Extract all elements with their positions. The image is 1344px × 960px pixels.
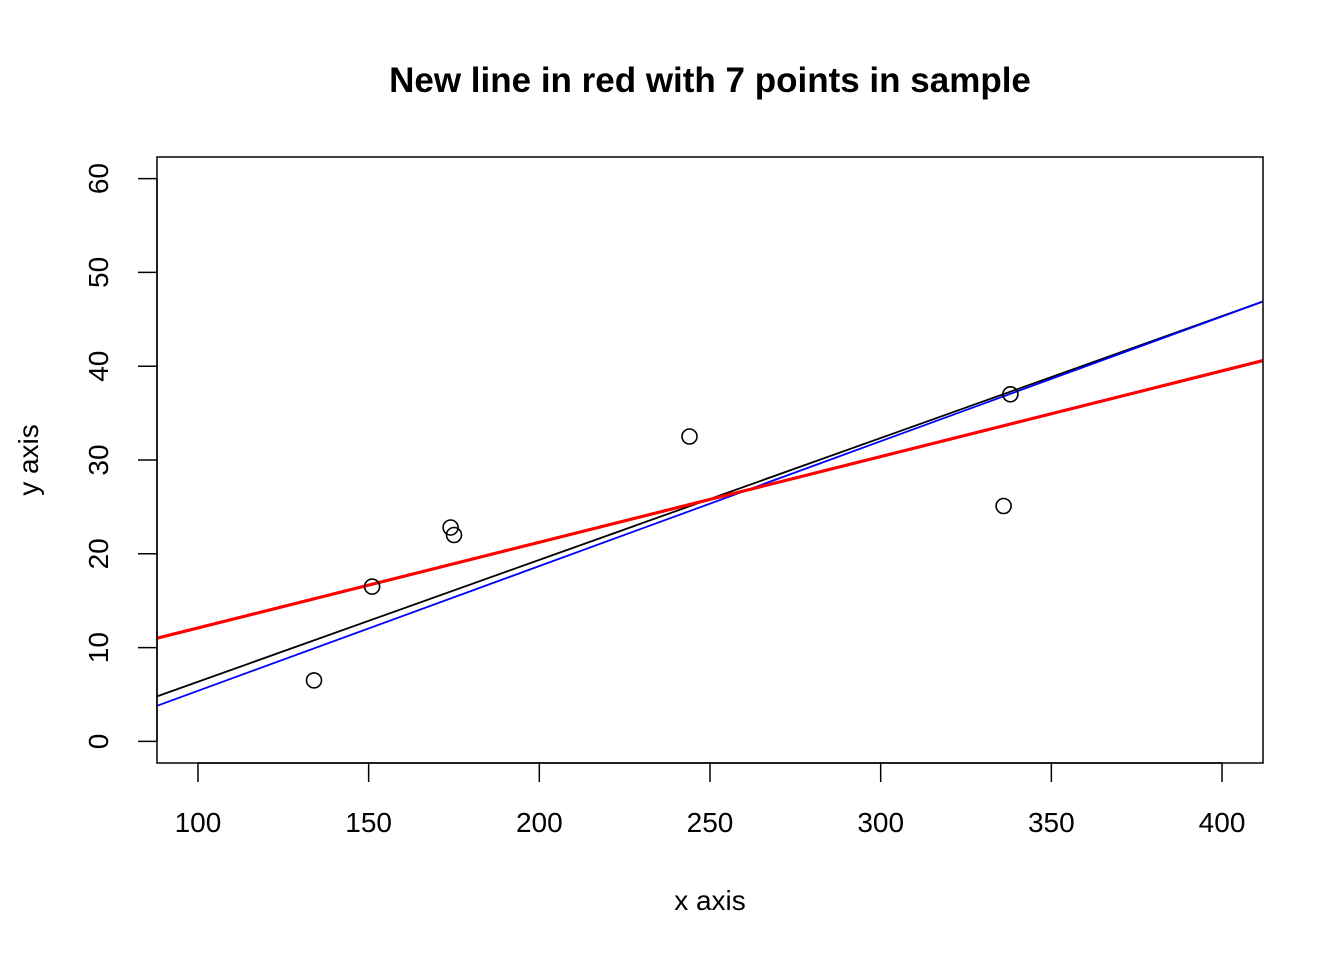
data-point-2 (363, 578, 381, 595)
fit-lines (156, 300, 1264, 707)
y-axis: 0 10 20 30 40 50 60 (83, 163, 158, 750)
x-axis-label: x axis (674, 885, 746, 916)
x-tick-label-100: 100 (175, 807, 222, 838)
data-point-3 (442, 519, 459, 536)
data-points (305, 385, 1019, 689)
y-axis-label: y axis (13, 424, 44, 496)
x-axis: 100 150 200 250 300 350 400 (175, 762, 1246, 838)
y-tick-label-40: 40 (83, 351, 114, 382)
data-point-6 (995, 497, 1012, 515)
x-tick-label-250: 250 (687, 807, 734, 838)
y-tick-label-60: 60 (83, 163, 114, 194)
y-tick-label-30: 30 (83, 444, 114, 475)
data-point-7 (1002, 385, 1019, 403)
plot-frame (156, 156, 1264, 764)
fit-line-3 (156, 359, 1264, 640)
x-tick-label-200: 200 (516, 807, 563, 838)
y-tick-label-20: 20 (83, 538, 114, 569)
data-point-5 (681, 428, 698, 445)
data-point-1 (305, 672, 323, 689)
x-tick-label-300: 300 (857, 807, 904, 838)
x-tick-label-350: 350 (1028, 807, 1075, 838)
fit-line-2 (156, 300, 1264, 707)
y-tick-label-0: 0 (83, 734, 114, 750)
x-tick-label-150: 150 (345, 807, 392, 838)
y-tick-label-10: 10 (83, 632, 114, 663)
x-tick-label-400: 400 (1199, 807, 1246, 838)
data-point-4 (445, 526, 463, 544)
y-tick-label-50: 50 (83, 257, 114, 288)
chart-title: New line in red with 7 points in sample (389, 61, 1031, 100)
